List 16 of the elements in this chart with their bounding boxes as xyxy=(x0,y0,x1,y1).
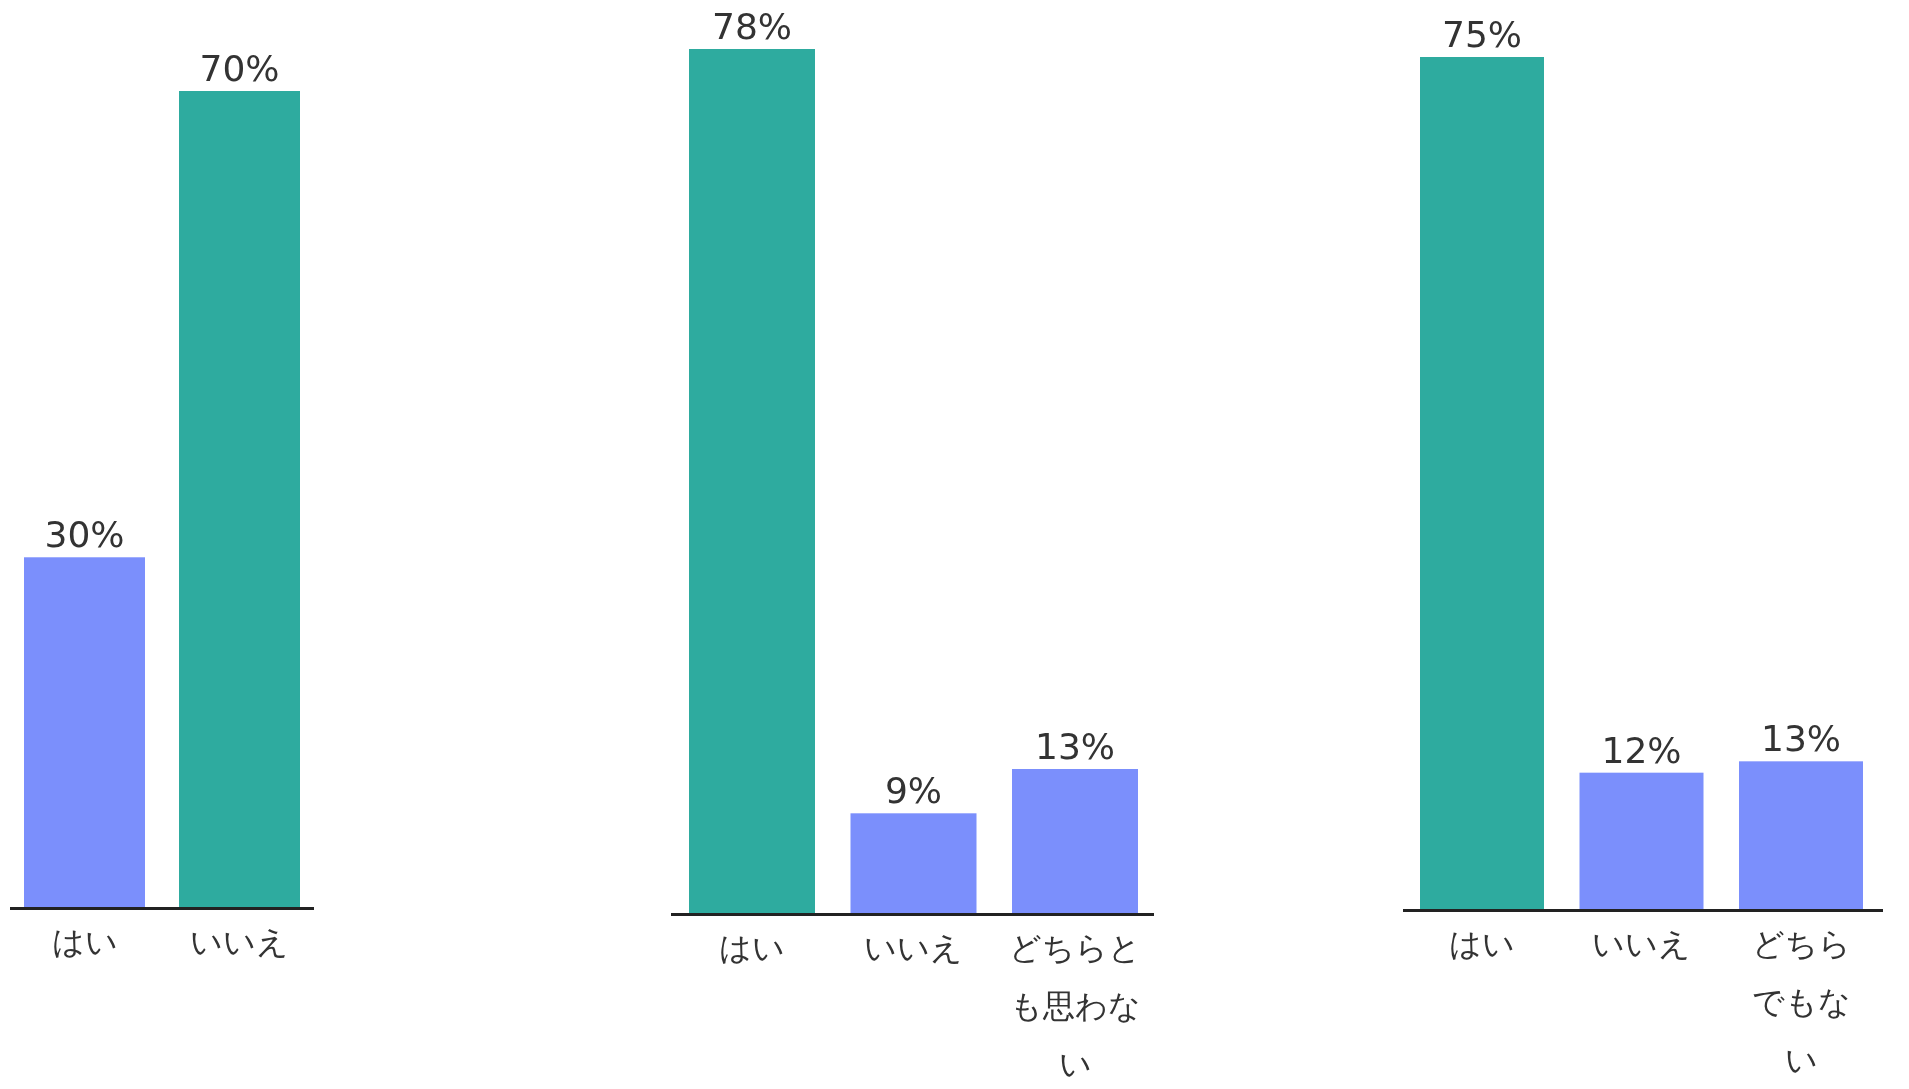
data-label: 12% xyxy=(1601,729,1682,771)
x-tick-label: どちらとも思わない xyxy=(1009,929,1141,1083)
data-label: 13% xyxy=(1034,726,1116,767)
x-tick-label: どちらでもない xyxy=(1751,925,1851,1079)
x-tick-label: はい xyxy=(1449,925,1515,963)
x-tick-label: いいえ xyxy=(190,923,289,961)
data-label: 75% xyxy=(1441,14,1523,55)
data-label: 30% xyxy=(44,514,125,556)
data-label: 9% xyxy=(884,770,943,812)
x-tick-label: いいえ xyxy=(1592,925,1691,963)
x-tick-label: はい xyxy=(719,929,785,967)
x-tick-label: はい xyxy=(51,923,118,961)
data-label: 78% xyxy=(711,6,793,47)
data-label: 13% xyxy=(1760,718,1842,760)
data-label: 70% xyxy=(199,48,280,89)
x-tick-label: いいえ xyxy=(864,929,963,967)
